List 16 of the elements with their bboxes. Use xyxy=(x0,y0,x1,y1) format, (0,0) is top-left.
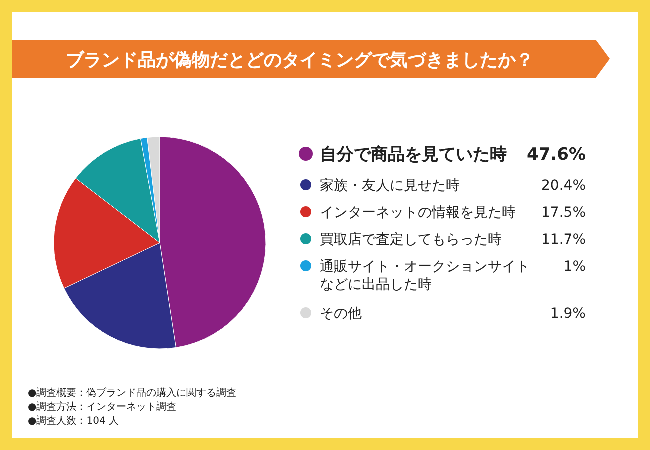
legend-label: 家族・友人に見せた時 xyxy=(320,178,460,194)
data-label: 20.4% xyxy=(542,178,586,194)
legend-label: その他 xyxy=(320,306,362,322)
legend-label: インターネットの情報を見た時 xyxy=(320,205,516,221)
data-label: 17.5% xyxy=(542,205,586,221)
legend-label: 通販サイト・オークションサイトなどに出品した時 xyxy=(320,259,530,293)
text: ●調査概要：偽ブランド品の購入に関する調査 xyxy=(28,387,237,399)
data-label: 11.7% xyxy=(542,232,586,248)
data-label: 47.6% xyxy=(527,145,586,165)
legend-label: 買取店で査定してもらった時 xyxy=(320,232,502,248)
data-label: 1% xyxy=(564,259,586,275)
chart-title: ブランド品が偽物だとどのタイミングで気づきましたか？ xyxy=(66,50,534,71)
text: ●調査人数：104 人 xyxy=(28,415,119,427)
text: ●調査方法：インターネット調査 xyxy=(28,401,177,413)
data-label: 1.9% xyxy=(550,306,586,322)
legend-label: 自分で商品を見ていた時 xyxy=(320,145,507,165)
